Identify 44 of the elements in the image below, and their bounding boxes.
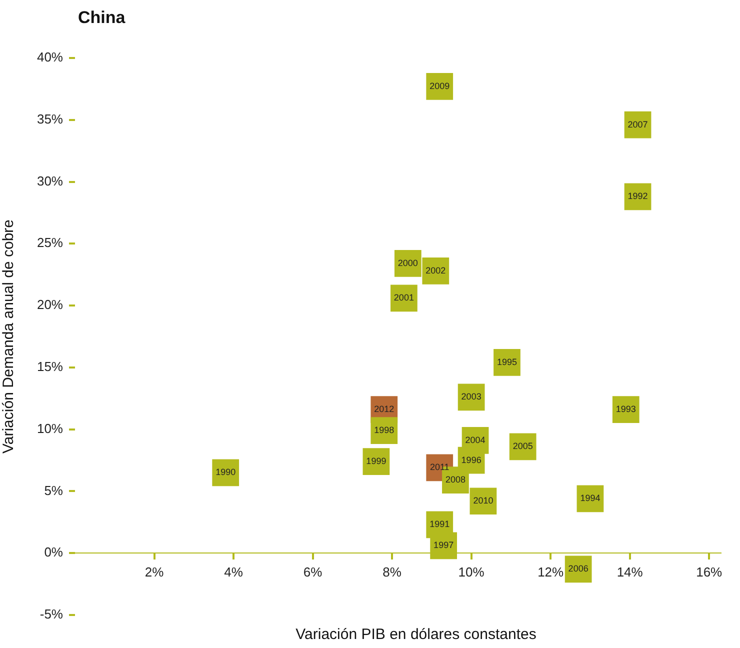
y-tick-label: 15%: [36, 359, 64, 374]
series-label: 1992: [628, 191, 648, 202]
series-label: 2004: [465, 434, 486, 445]
y-tick-label: -5%: [40, 606, 64, 622]
x-tick-label: 4%: [224, 564, 244, 580]
series-label: 2007: [628, 119, 648, 130]
series-label: 2002: [426, 265, 446, 276]
x-tick-label: 16%: [696, 564, 723, 580]
x-tick-label: 2%: [144, 564, 164, 580]
series-label: 2005: [512, 441, 533, 452]
series-label: 1997: [434, 540, 454, 550]
y-tick-label: 20%: [36, 297, 64, 312]
x-tick-label: 10%: [458, 564, 485, 580]
series-label: 2003: [461, 392, 482, 402]
series-label: 1999: [366, 456, 386, 466]
y-tick-label: 10%: [36, 420, 64, 436]
series-label: 2000: [398, 258, 418, 268]
y-tick-label: 35%: [36, 111, 64, 126]
x-tick-label: 8%: [382, 564, 402, 580]
series-label: 2009: [430, 80, 450, 91]
series-label: 1995: [496, 356, 518, 367]
series-label: 1991: [430, 519, 450, 530]
series-label: 2012: [374, 404, 394, 414]
series-label: 1993: [616, 404, 636, 414]
x-tick-label: 14%: [616, 564, 644, 580]
y-tick-label: 25%: [36, 235, 64, 250]
x-axis-title: Variación PIB en dólares constantes: [296, 626, 536, 644]
series-label: 2006: [568, 564, 588, 574]
series-label: 1998: [374, 425, 394, 436]
series-label: 1996: [461, 454, 482, 465]
series-label: 2001: [394, 292, 414, 303]
chart-title: China: [78, 8, 126, 28]
series-label: 2008: [445, 474, 466, 485]
series-label: 2010: [473, 496, 494, 506]
series-label: 1994: [580, 493, 600, 504]
x-tick-label: 6%: [303, 564, 323, 580]
y-tick-label: 30%: [36, 173, 64, 188]
y-axis-title: Variación Demanda anual de cobre: [0, 219, 18, 454]
y-tick-label: 0%: [44, 544, 64, 560]
series-label: 1990: [216, 467, 236, 478]
x-tick-label: 12%: [538, 564, 564, 580]
y-tick-label: 40%: [36, 50, 64, 65]
series-label: 2011: [430, 462, 450, 472]
y-tick-label: 5%: [44, 482, 64, 498]
